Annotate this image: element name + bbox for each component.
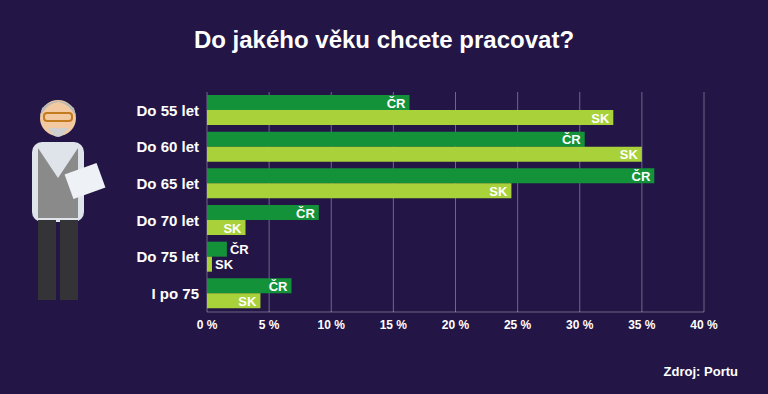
svg-text:25 %: 25 % [504, 318, 532, 332]
svg-text:Do 70 let: Do 70 let [136, 212, 199, 229]
svg-text:35 %: 35 % [628, 318, 656, 332]
svg-text:30 %: 30 % [566, 318, 594, 332]
svg-text:40 %: 40 % [690, 318, 718, 332]
svg-text:ČR: ČR [269, 279, 288, 294]
svg-text:20 %: 20 % [442, 318, 470, 332]
svg-text:SK: SK [591, 111, 610, 126]
svg-text:Do 75 let: Do 75 let [136, 248, 199, 265]
svg-text:SK: SK [215, 257, 234, 272]
html-text:Do jakého věku chcete pracovat: Do jakého věku chcete pracovat? [193, 26, 575, 53]
svg-text:ČR: ČR [387, 96, 406, 111]
svg-text:Do 65 let: Do 65 let [136, 175, 199, 192]
svg-text:ČR: ČR [230, 242, 249, 257]
svg-text:I po 75: I po 75 [151, 285, 199, 302]
svg-text:0 %: 0 % [197, 318, 218, 332]
svg-text:5 %: 5 % [259, 318, 280, 332]
svg-text:SK: SK [238, 294, 257, 309]
svg-text:ČR: ČR [296, 206, 315, 221]
svg-text:SK: SK [489, 184, 508, 199]
svg-text:10 %: 10 % [318, 318, 346, 332]
svg-text:ČR: ČR [562, 132, 581, 147]
svg-text:Do 55 let: Do 55 let [136, 102, 199, 119]
svg-text:Do 60 let: Do 60 let [136, 138, 199, 155]
svg-text:ČR: ČR [632, 169, 651, 184]
html-text:Zdroj: Portu: Zdroj: Portu [663, 364, 738, 379]
svg-text:15 %: 15 % [380, 318, 408, 332]
svg-text:SK: SK [620, 147, 639, 162]
svg-text:SK: SK [223, 221, 242, 236]
